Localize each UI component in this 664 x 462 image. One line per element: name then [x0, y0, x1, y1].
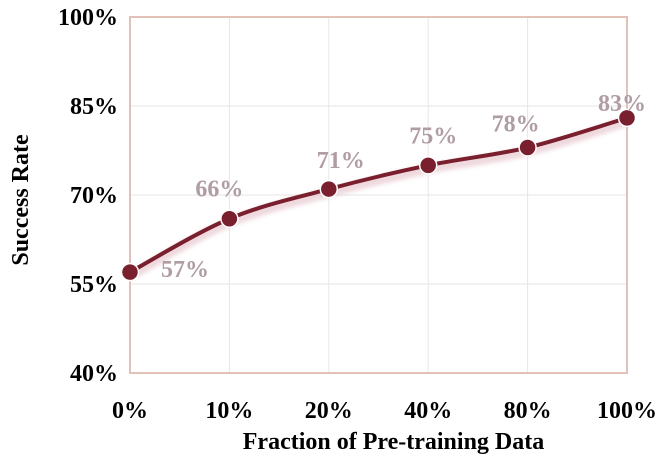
y-tick-label: 70% — [70, 183, 118, 209]
data-label: 71% — [317, 148, 365, 174]
x-tick-label: 0% — [112, 398, 148, 424]
y-tick-label: 100% — [58, 5, 118, 31]
series-line — [128, 115, 629, 275]
series-line-shadow — [127, 117, 629, 281]
x-tick-label: 10% — [205, 398, 253, 424]
y-tick-label: 40% — [70, 361, 118, 387]
x-axis-title: Fraction of Pre-training Data — [243, 429, 545, 455]
data-label: 83% — [598, 91, 646, 117]
data-label: 57% — [161, 257, 209, 283]
data-point-marker — [319, 179, 339, 199]
x-axis-ticks: 0% 10% 20% 40% 80% 100% — [112, 398, 657, 424]
data-labels: 57% 66% 71% 75% 78% 83% — [161, 91, 646, 283]
data-point-marker — [617, 108, 637, 128]
data-label: 78% — [492, 112, 540, 138]
data-point-marker — [220, 209, 239, 228]
plot-frame — [129, 16, 628, 374]
x-tick-label: 40% — [404, 398, 452, 424]
series-line-group — [120, 108, 637, 282]
y-axis-ticks: 40% 55% 70% 85% 100% — [58, 5, 118, 387]
data-point-marker — [120, 262, 140, 282]
data-label: 75% — [409, 123, 457, 149]
x-tick-label: 80% — [504, 398, 552, 424]
y-tick-label: 85% — [70, 94, 118, 120]
x-tick-label: 20% — [305, 398, 353, 424]
data-label: 66% — [195, 177, 243, 203]
x-tick-label: 100% — [597, 398, 657, 424]
gridlines — [130, 17, 627, 373]
data-point-marker — [418, 156, 438, 175]
y-tick-label: 55% — [70, 272, 118, 298]
y-axis-title: Success Rate — [8, 134, 34, 266]
data-point-marker — [518, 138, 537, 157]
